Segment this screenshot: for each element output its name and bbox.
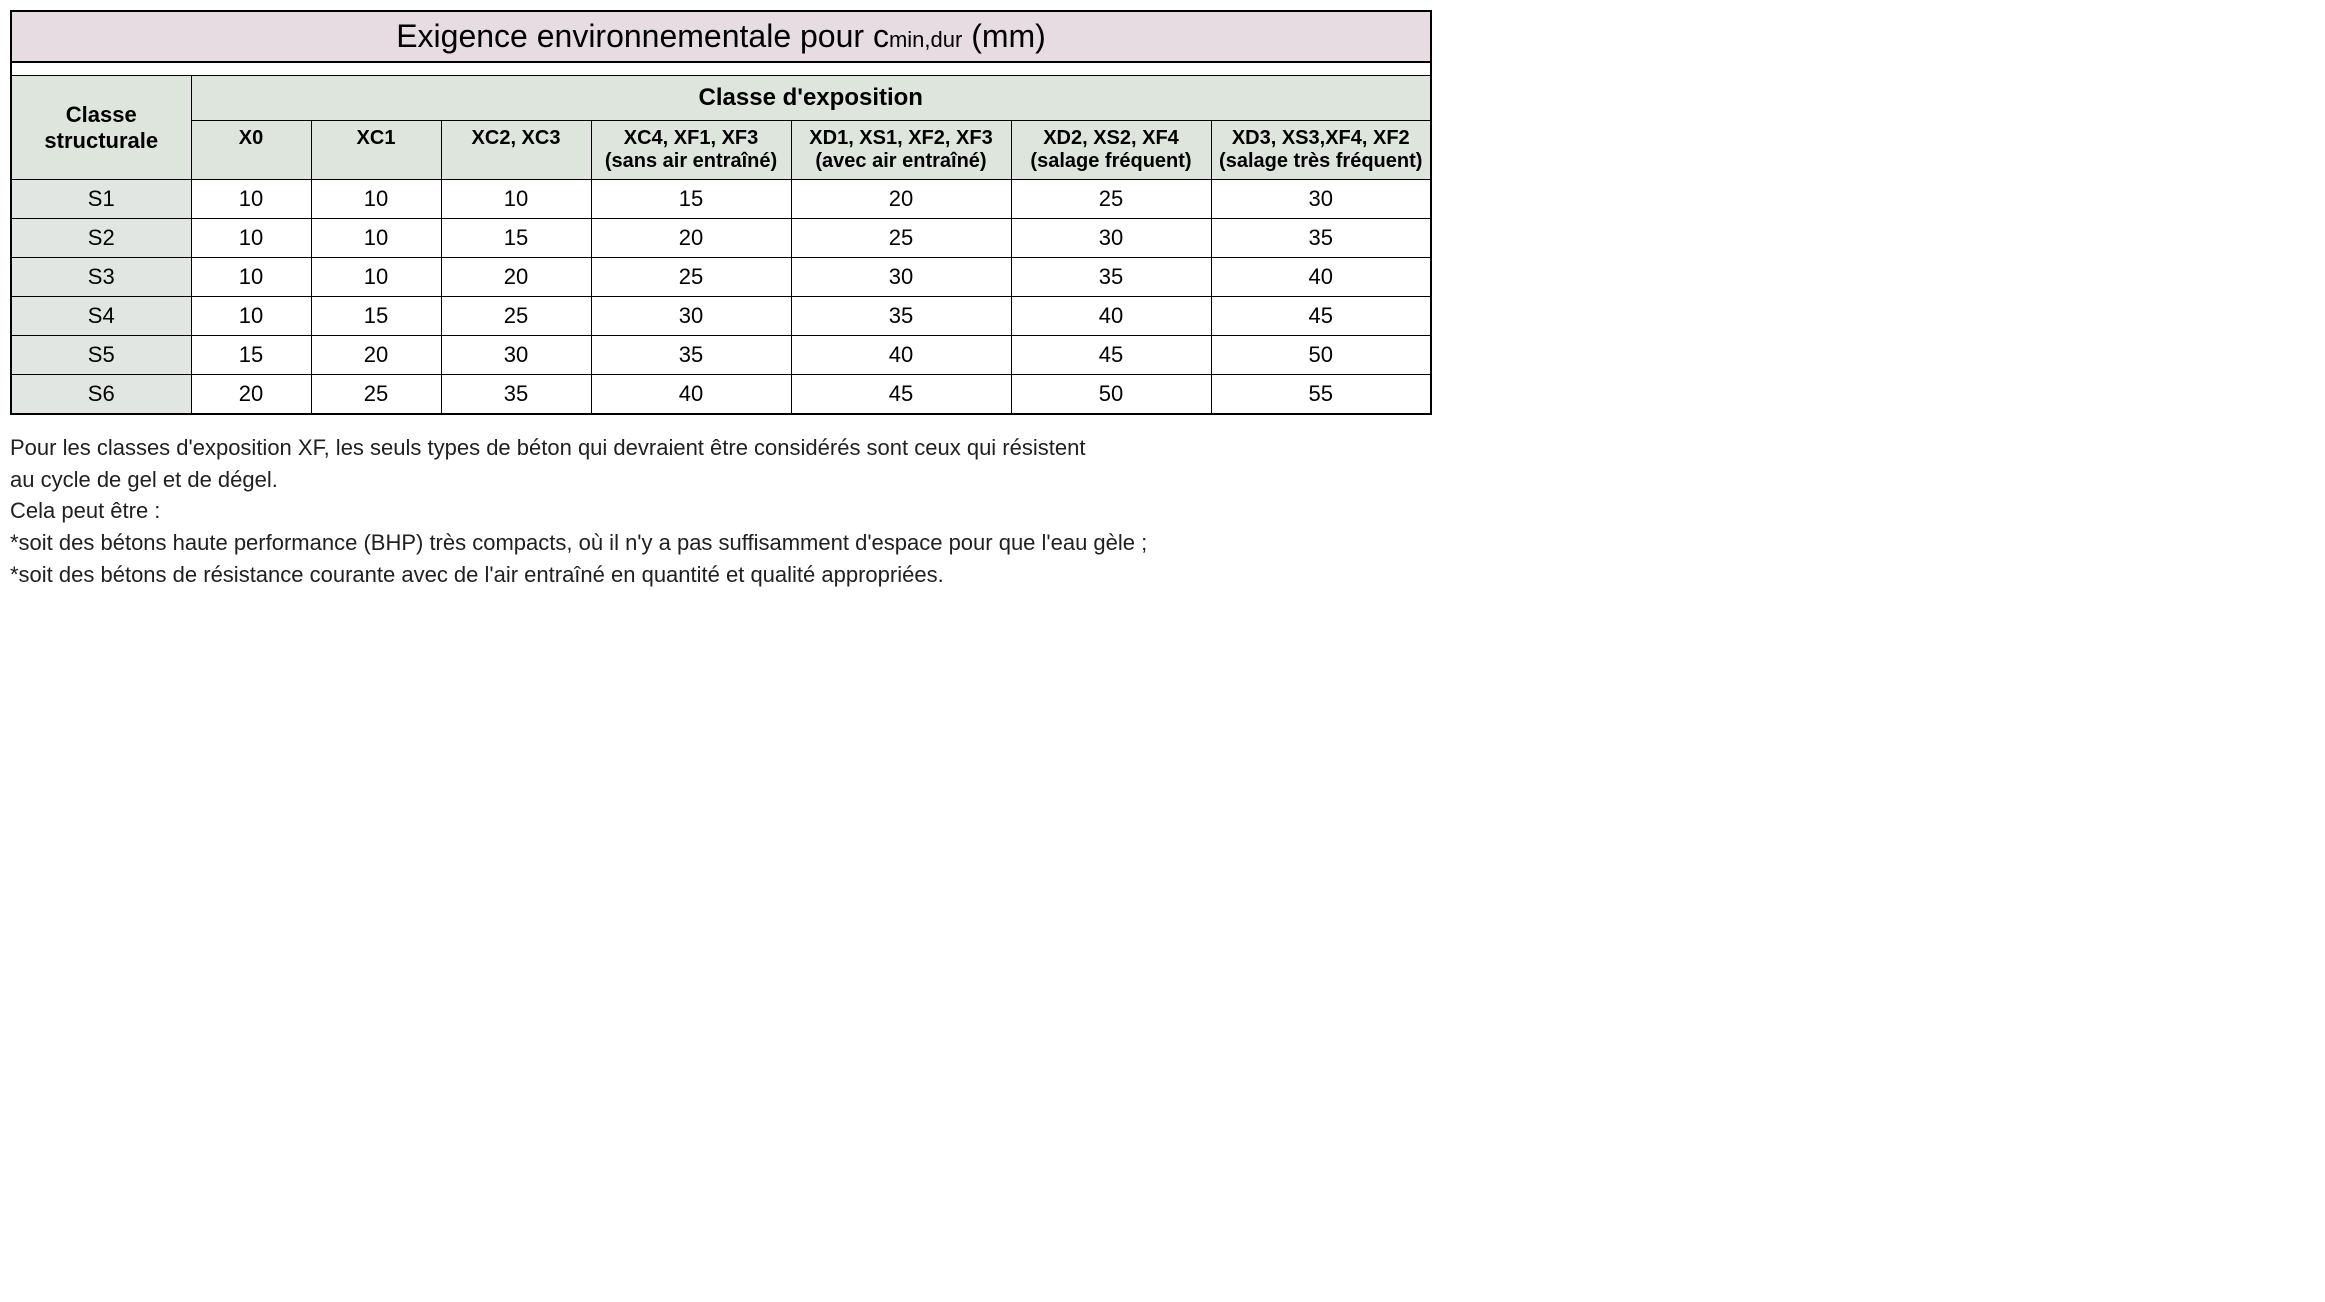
col-header: XD1, XS1, XF2, XF3 (avec air entraîné) bbox=[791, 121, 1011, 180]
title-part2: (mm) bbox=[962, 18, 1046, 54]
table-title: Exigence environnementale pour cmin,dur … bbox=[11, 11, 1431, 62]
table-cell: 50 bbox=[1211, 336, 1431, 375]
table-cell: 25 bbox=[791, 219, 1011, 258]
table-cell: 40 bbox=[791, 336, 1011, 375]
note-line: *soit des bétons haute performance (BHP)… bbox=[10, 528, 1430, 558]
table-cell: 10 bbox=[191, 297, 311, 336]
col-header: XD3, XS3,XF4, XF2 (salage très fréquent) bbox=[1211, 121, 1431, 180]
table-cell: 35 bbox=[1011, 258, 1211, 297]
cmin-table: Exigence environnementale pour cmin,dur … bbox=[10, 10, 1432, 415]
notes-block: Pour les classes d'exposition XF, les se… bbox=[10, 433, 1430, 589]
table-cell: 30 bbox=[441, 336, 591, 375]
table-cell: 35 bbox=[1211, 219, 1431, 258]
table-cell: 30 bbox=[1211, 180, 1431, 219]
table-cell: 10 bbox=[191, 258, 311, 297]
table-cell: 45 bbox=[791, 375, 1011, 415]
table-cell: 30 bbox=[1011, 219, 1211, 258]
title-part1: Exigence environnementale pour c bbox=[396, 18, 889, 54]
col-header: X0 bbox=[191, 121, 311, 180]
table-cell: 10 bbox=[311, 219, 441, 258]
row-label: S4 bbox=[11, 297, 191, 336]
table-cell: 20 bbox=[791, 180, 1011, 219]
table-cell: 30 bbox=[591, 297, 791, 336]
exposure-header: Classe d'exposition bbox=[191, 76, 1431, 121]
row-label: S6 bbox=[11, 375, 191, 415]
table-cell: 45 bbox=[1211, 297, 1431, 336]
table-cell: 50 bbox=[1011, 375, 1211, 415]
col-header: XC4, XF1, XF3 (sans air entraîné) bbox=[591, 121, 791, 180]
table-cell: 15 bbox=[591, 180, 791, 219]
table-cell: 25 bbox=[591, 258, 791, 297]
table-cell: 35 bbox=[791, 297, 1011, 336]
note-line: Cela peut être : bbox=[10, 496, 1430, 526]
table-cell: 10 bbox=[311, 258, 441, 297]
table-cell: 30 bbox=[791, 258, 1011, 297]
table-cell: 10 bbox=[441, 180, 591, 219]
note-line: *soit des bétons de résistance courante … bbox=[10, 560, 1430, 590]
table-cell: 25 bbox=[441, 297, 591, 336]
table-cell: 40 bbox=[1211, 258, 1431, 297]
table-cell: 15 bbox=[441, 219, 591, 258]
row-label: S1 bbox=[11, 180, 191, 219]
table-cell: 20 bbox=[591, 219, 791, 258]
table-cell: 35 bbox=[591, 336, 791, 375]
table-cell: 35 bbox=[441, 375, 591, 415]
col-header: XC1 bbox=[311, 121, 441, 180]
table-cell: 40 bbox=[591, 375, 791, 415]
table-cell: 20 bbox=[311, 336, 441, 375]
spacer bbox=[11, 62, 1431, 76]
row-label: S5 bbox=[11, 336, 191, 375]
title-sub: min,dur bbox=[889, 27, 962, 52]
table-cell: 55 bbox=[1211, 375, 1431, 415]
table-cell: 10 bbox=[191, 180, 311, 219]
table-cell: 15 bbox=[311, 297, 441, 336]
table-cell: 25 bbox=[1011, 180, 1211, 219]
col-header: XC2, XC3 bbox=[441, 121, 591, 180]
row-label: S3 bbox=[11, 258, 191, 297]
table-cell: 10 bbox=[311, 180, 441, 219]
table-cell: 25 bbox=[311, 375, 441, 415]
structural-header: Classe structurale bbox=[11, 76, 191, 180]
table-cell: 45 bbox=[1011, 336, 1211, 375]
table-cell: 20 bbox=[441, 258, 591, 297]
note-line: au cycle de gel et de dégel. bbox=[10, 465, 1430, 495]
row-label: S2 bbox=[11, 219, 191, 258]
note-line: Pour les classes d'exposition XF, les se… bbox=[10, 433, 1430, 463]
col-header: XD2, XS2, XF4 (salage fréquent) bbox=[1011, 121, 1211, 180]
table-cell: 15 bbox=[191, 336, 311, 375]
table-cell: 40 bbox=[1011, 297, 1211, 336]
table-cell: 20 bbox=[191, 375, 311, 415]
table-cell: 10 bbox=[191, 219, 311, 258]
